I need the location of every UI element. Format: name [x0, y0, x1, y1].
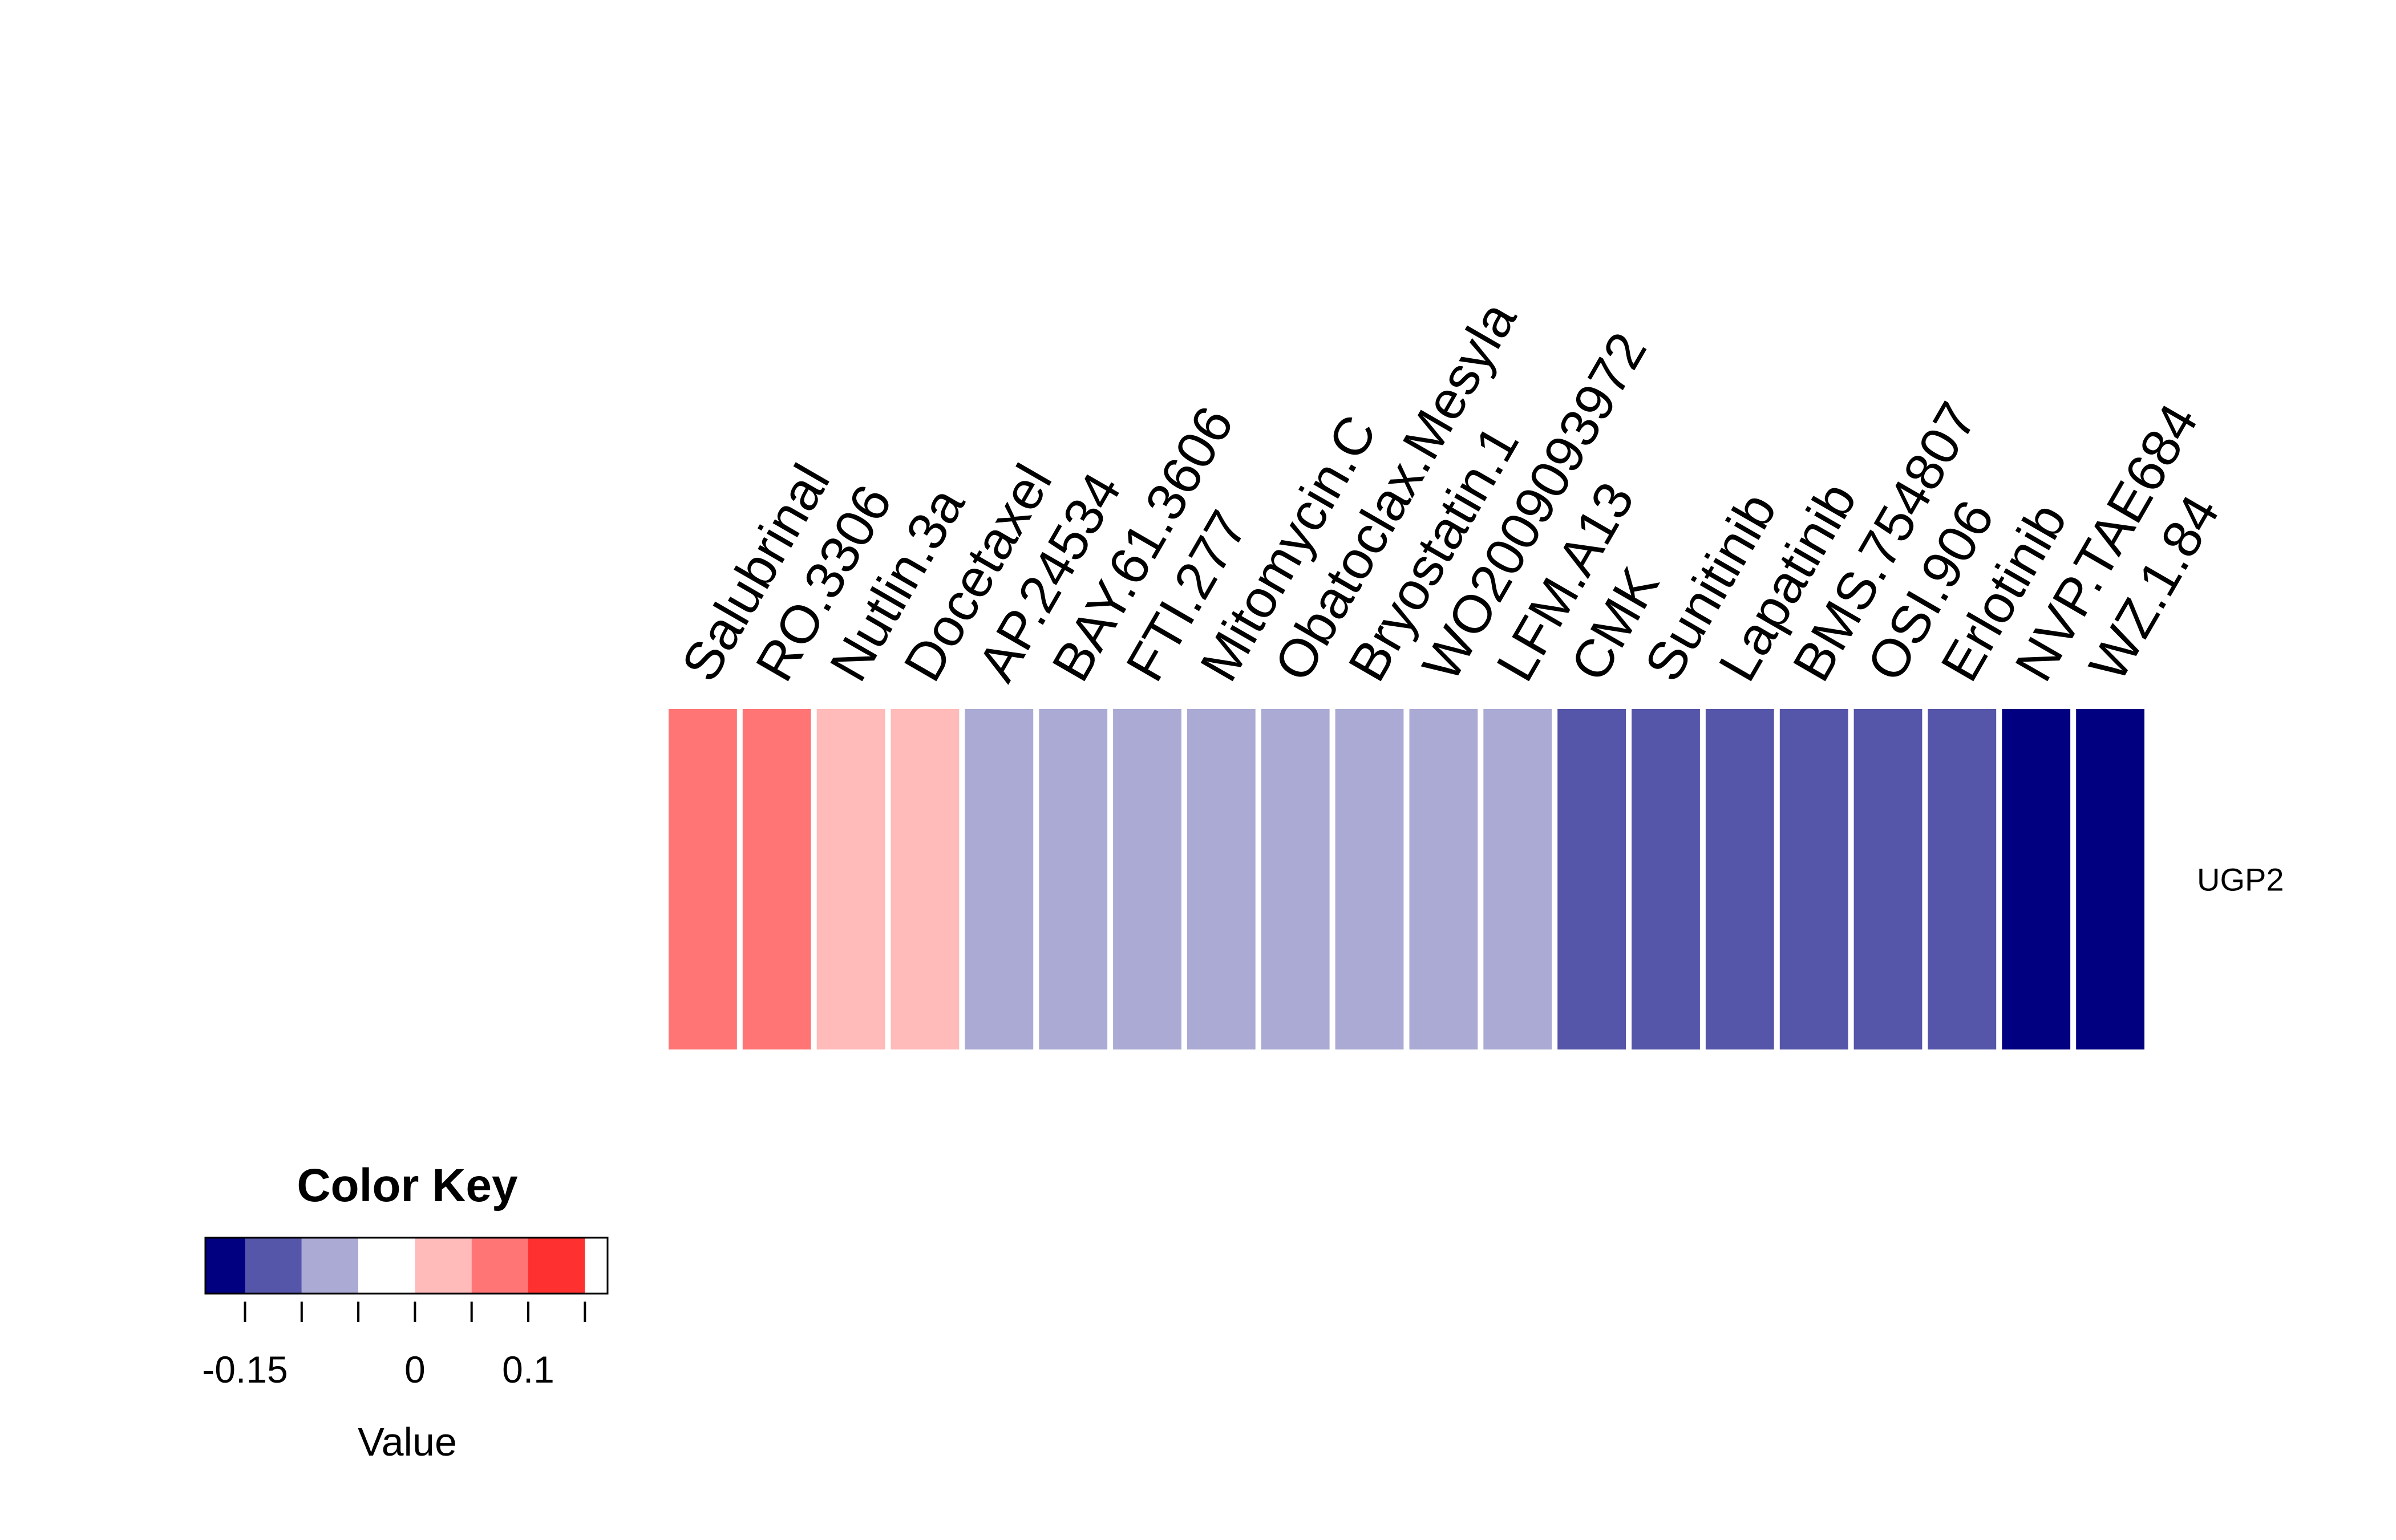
color-key-swatch: [245, 1238, 302, 1294]
heatmap-cell: [2002, 709, 2071, 1049]
heatmap-cell: [669, 709, 737, 1049]
row-label: UGP2: [2197, 862, 2284, 898]
column-labels: SalubrinalRO.3306Nutlin.3aDocetaxelAP.24…: [670, 291, 2231, 691]
color-key-swatch: [205, 1238, 245, 1294]
heatmap-cell: [1779, 709, 1848, 1049]
heatmap-cell: [1632, 709, 1700, 1049]
heatmap-cell: [1483, 709, 1552, 1049]
color-key: Color Key -0.15 0 0.1 Value: [202, 1160, 609, 1464]
color-key-title: Color Key: [297, 1160, 518, 1211]
heatmap-cell: [1113, 709, 1181, 1049]
heatmap-cell: [1557, 709, 1626, 1049]
heatmap-cell: [965, 709, 1034, 1049]
color-key-bar: [205, 1238, 585, 1294]
heatmap-cell: [891, 709, 960, 1049]
color-key-swatch: [358, 1238, 415, 1294]
color-key-border: [204, 1237, 609, 1295]
heatmap-cell: [1853, 709, 1923, 1049]
color-key-tick-label: 0: [404, 1348, 426, 1391]
heatmap-cell: [1409, 709, 1478, 1049]
color-key-tick-label: -0.15: [202, 1348, 288, 1391]
color-key-swatch: [415, 1238, 472, 1294]
heatmap-cell: [1335, 709, 1404, 1049]
heatmap-cells: [669, 709, 2144, 1049]
heatmap-cell: [2076, 709, 2144, 1049]
heatmap-cell: [816, 709, 885, 1049]
heatmap-cell: [1705, 709, 1774, 1049]
heatmap-cell: [1039, 709, 1108, 1049]
color-key-tick-label: 0.1: [502, 1348, 555, 1391]
color-key-swatch: [301, 1238, 359, 1294]
color-key-axis: -0.15 0 0.1: [202, 1302, 586, 1391]
heatmap-cell: [1261, 709, 1330, 1049]
heatmap-cell: [1187, 709, 1256, 1049]
heatmap-cell: [1928, 709, 1997, 1049]
heatmap-cell: [742, 709, 811, 1049]
color-key-swatch: [528, 1238, 585, 1294]
row-labels: UGP2: [2197, 862, 2284, 898]
color-key-axis-label: Value: [358, 1420, 457, 1464]
color-key-swatch: [471, 1238, 528, 1294]
